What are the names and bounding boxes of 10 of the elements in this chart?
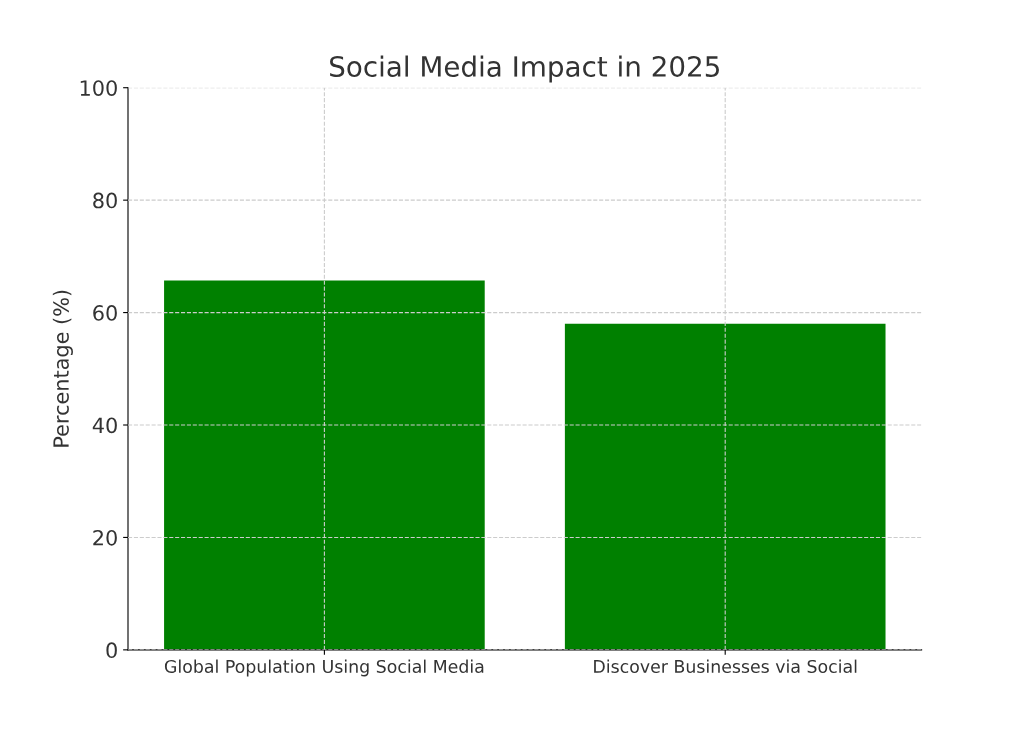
y-tick-label: 20 <box>93 529 117 546</box>
y-tick-label: 40 <box>92 417 117 434</box>
y-tick-label: 80 <box>93 192 117 209</box>
y-tick-label: 0 <box>106 642 117 659</box>
x-tick-label: Global Population Using Social Media <box>164 659 484 677</box>
y-axis-title: Percentage (%) <box>52 290 73 447</box>
y-tick-label: 60 <box>93 305 117 321</box>
x-tick-label: Discover Businesses via Social <box>594 659 857 674</box>
y-tick-label: 100 <box>80 80 117 96</box>
chart-title: Social Media Impact in 2025 <box>330 55 719 83</box>
